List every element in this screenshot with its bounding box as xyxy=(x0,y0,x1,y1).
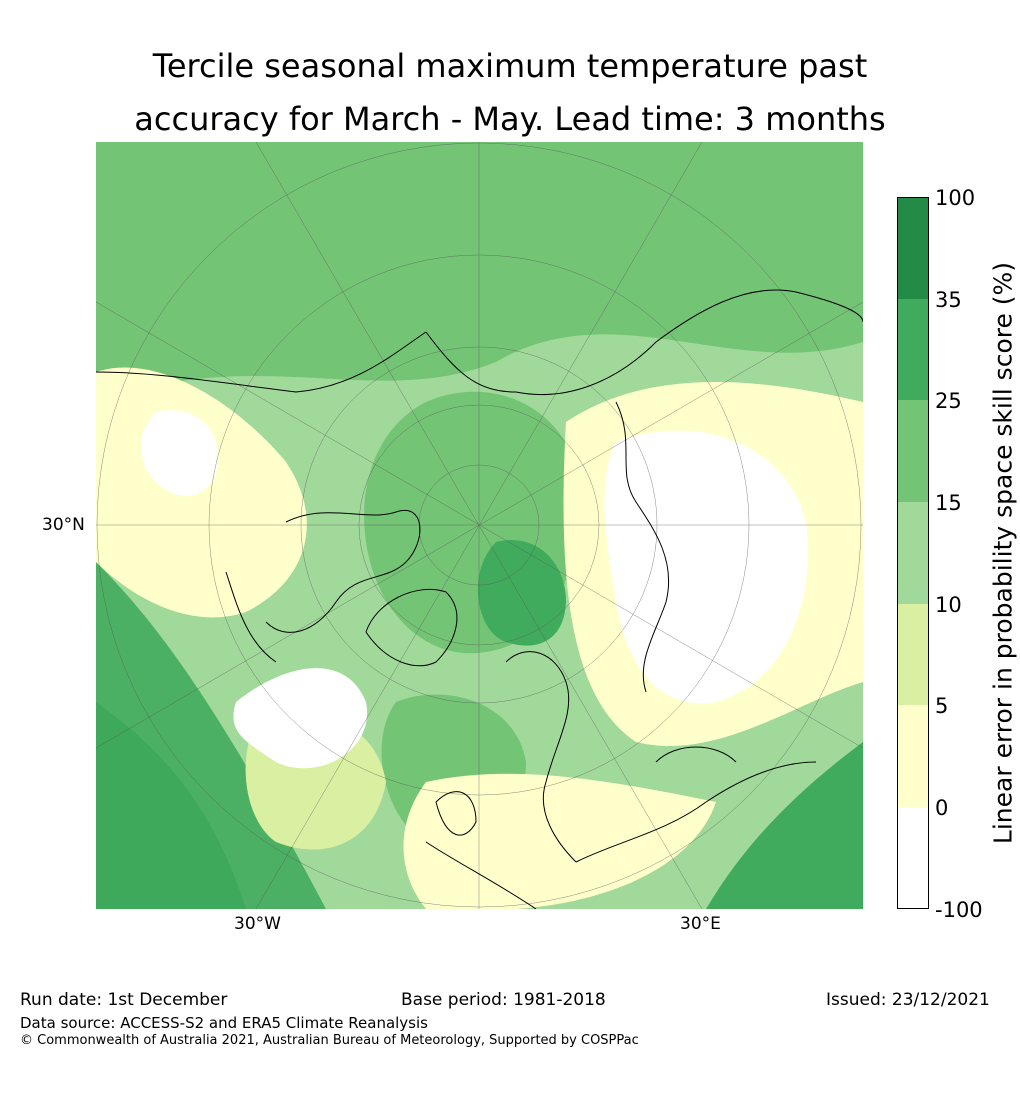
polar-skill-map xyxy=(96,142,863,909)
colorbar-swatches xyxy=(897,197,929,909)
colorbar-tick-25: 25 xyxy=(935,389,962,413)
colorbar-swatch-15-25 xyxy=(897,400,929,502)
run-date: Run date: 1st December xyxy=(20,990,228,1010)
colorbar xyxy=(897,197,929,909)
colorbar-tick-10: 10 xyxy=(935,593,962,617)
region-no-skill-west xyxy=(141,410,218,496)
colorbar-tick-neg100: -100 xyxy=(935,898,983,922)
title-line-2: accuracy for March - May. Lead time: 3 m… xyxy=(134,100,886,138)
graticule xyxy=(96,142,863,909)
colorbar-swatch-0-5 xyxy=(897,705,929,807)
lon-label-30w: 30°W xyxy=(234,914,281,934)
region-no-skill-asia xyxy=(604,430,808,704)
map-canvas xyxy=(96,142,863,909)
colorbar-tick-15: 15 xyxy=(935,491,962,515)
base-period: Base period: 1981-2018 xyxy=(401,990,606,1010)
map-title: Tercile seasonal maximum temperature pas… xyxy=(0,40,1020,146)
colorbar-swatch-5-10 xyxy=(897,604,929,705)
colorbar-tick-5: 5 xyxy=(935,694,949,718)
data-source: Data source: ACCESS-S2 and ERA5 Climate … xyxy=(20,1014,428,1032)
title-line-1: Tercile seasonal maximum temperature pas… xyxy=(152,47,868,85)
colorbar-tick-35: 35 xyxy=(935,288,962,312)
region-pole-core xyxy=(477,540,566,646)
colorbar-swatch-neg100-0 xyxy=(897,807,929,909)
lon-label-30e: 30°E xyxy=(680,914,721,934)
region-medium-north xyxy=(96,142,863,384)
lat-label-30n: 30°N xyxy=(42,515,85,535)
coastlines xyxy=(96,289,863,909)
colorbar-title: Linear error in probability space skill … xyxy=(988,261,1018,845)
colorbar-swatch-35-100 xyxy=(897,197,929,299)
copyright-notice: © Commonwealth of Australia 2021, Austra… xyxy=(20,1033,639,1048)
colorbar-swatch-10-15 xyxy=(897,502,929,604)
region-good-skill-bottom-right xyxy=(706,742,863,909)
colorbar-swatch-25-35 xyxy=(897,299,929,400)
region-no-skill-north-pacific xyxy=(233,668,368,769)
colorbar-tick-0: 0 xyxy=(935,796,949,820)
colorbar-tick-100: 100 xyxy=(935,186,976,210)
issued-date: Issued: 23/12/2021 xyxy=(826,990,990,1010)
